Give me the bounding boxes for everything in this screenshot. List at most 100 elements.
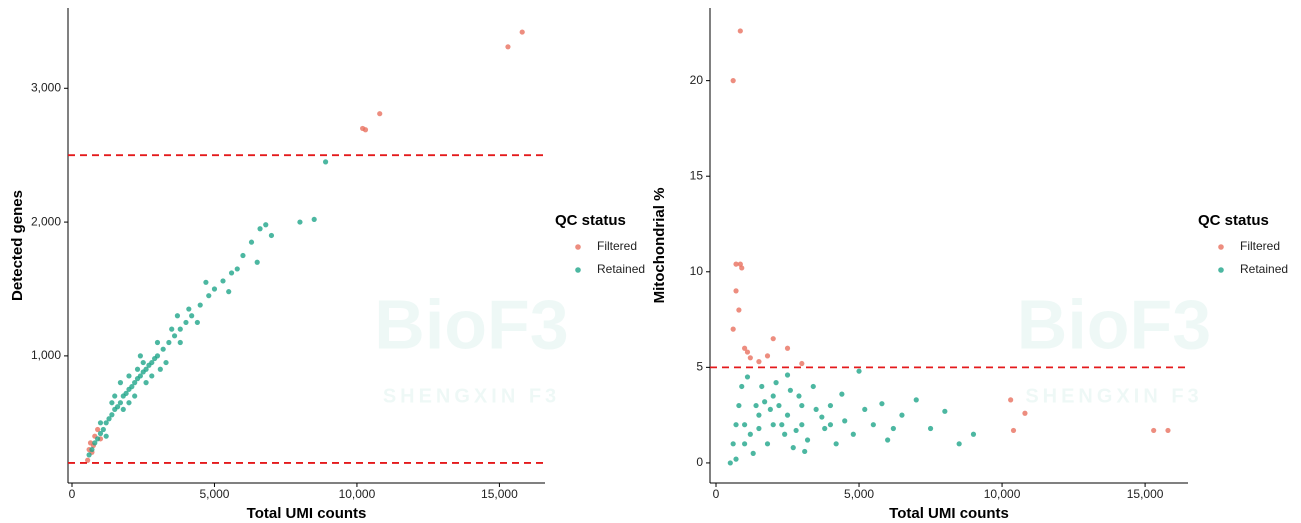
point <box>802 448 808 455</box>
point <box>813 406 819 413</box>
point <box>134 366 141 372</box>
legend-marker <box>575 267 581 273</box>
y-tick-label: 20 <box>690 73 704 87</box>
point <box>97 420 104 426</box>
point <box>100 426 106 433</box>
point <box>747 431 753 437</box>
x-tick-label: 5,000 <box>199 487 229 501</box>
point <box>505 44 511 50</box>
point <box>850 431 856 437</box>
point <box>137 373 143 379</box>
point <box>750 450 756 456</box>
point <box>733 261 739 267</box>
watermark: BioF3 <box>1017 285 1211 363</box>
point <box>796 393 802 399</box>
legend-label: Filtered <box>1240 239 1280 253</box>
point <box>149 359 155 366</box>
legend-marker <box>1218 267 1224 273</box>
point <box>787 387 793 393</box>
point <box>95 426 101 433</box>
x-tick-label: 0 <box>713 487 720 501</box>
point <box>822 425 828 432</box>
point <box>739 383 745 390</box>
legend-marker <box>1218 244 1224 250</box>
y-tick-label: 1,000 <box>31 348 61 362</box>
y-tick-label: 2,000 <box>31 214 61 228</box>
point <box>86 452 92 458</box>
watermark: SHENGXIN F3 <box>383 385 560 407</box>
point <box>827 402 834 409</box>
point <box>733 456 739 462</box>
point <box>183 319 189 326</box>
point <box>519 29 525 35</box>
point <box>753 402 759 409</box>
point <box>756 425 762 432</box>
point <box>132 393 138 399</box>
point <box>129 384 135 390</box>
point <box>377 111 383 117</box>
legend-label: Filtered <box>597 239 637 253</box>
point <box>106 416 112 422</box>
x-tick-label: 15,000 <box>1127 487 1164 501</box>
point <box>174 313 181 319</box>
point <box>764 441 771 447</box>
point <box>1010 427 1017 434</box>
point <box>742 422 748 428</box>
point <box>759 383 765 390</box>
point <box>733 288 739 294</box>
point <box>160 346 166 352</box>
point <box>1022 410 1028 416</box>
point <box>970 431 977 437</box>
point <box>833 441 839 447</box>
point <box>123 390 129 396</box>
x-tick-label: 15,000 <box>481 487 518 501</box>
point <box>254 259 260 265</box>
point <box>782 431 788 437</box>
point <box>95 436 101 442</box>
point <box>109 412 115 418</box>
point <box>85 457 91 463</box>
point <box>189 313 195 319</box>
point <box>126 373 132 379</box>
point <box>799 422 805 428</box>
point <box>730 326 736 332</box>
point <box>154 339 161 346</box>
point <box>117 380 124 386</box>
point <box>322 159 329 165</box>
point <box>226 289 232 295</box>
point <box>149 373 155 379</box>
point <box>114 404 121 410</box>
point <box>730 78 736 84</box>
point <box>862 406 868 413</box>
point <box>137 353 143 359</box>
point <box>103 420 109 426</box>
y-tick-label: 0 <box>696 455 703 469</box>
x-tick-label: 0 <box>69 487 76 501</box>
point <box>177 326 183 332</box>
point <box>742 345 748 351</box>
point <box>819 414 825 420</box>
point <box>804 437 811 443</box>
watermark: BioF3 <box>374 285 568 363</box>
point <box>779 422 785 428</box>
point <box>257 226 263 232</box>
point <box>263 222 269 228</box>
point <box>132 380 138 386</box>
point <box>744 374 751 380</box>
point <box>784 412 791 418</box>
point <box>762 399 768 405</box>
point <box>733 422 739 428</box>
point <box>117 400 124 406</box>
point <box>839 391 845 397</box>
x-axis-title: Total UMI counts <box>889 505 1009 522</box>
panel: BioF3 SHENGXIN F3 0 5,000 10,000 15,000 1,000 2… <box>9 8 645 522</box>
point <box>913 397 919 403</box>
y-tick-label: 15 <box>690 168 704 182</box>
point <box>248 239 255 245</box>
point <box>793 427 799 434</box>
point <box>112 393 118 399</box>
point <box>143 366 149 372</box>
point <box>767 406 773 413</box>
point <box>206 293 212 299</box>
